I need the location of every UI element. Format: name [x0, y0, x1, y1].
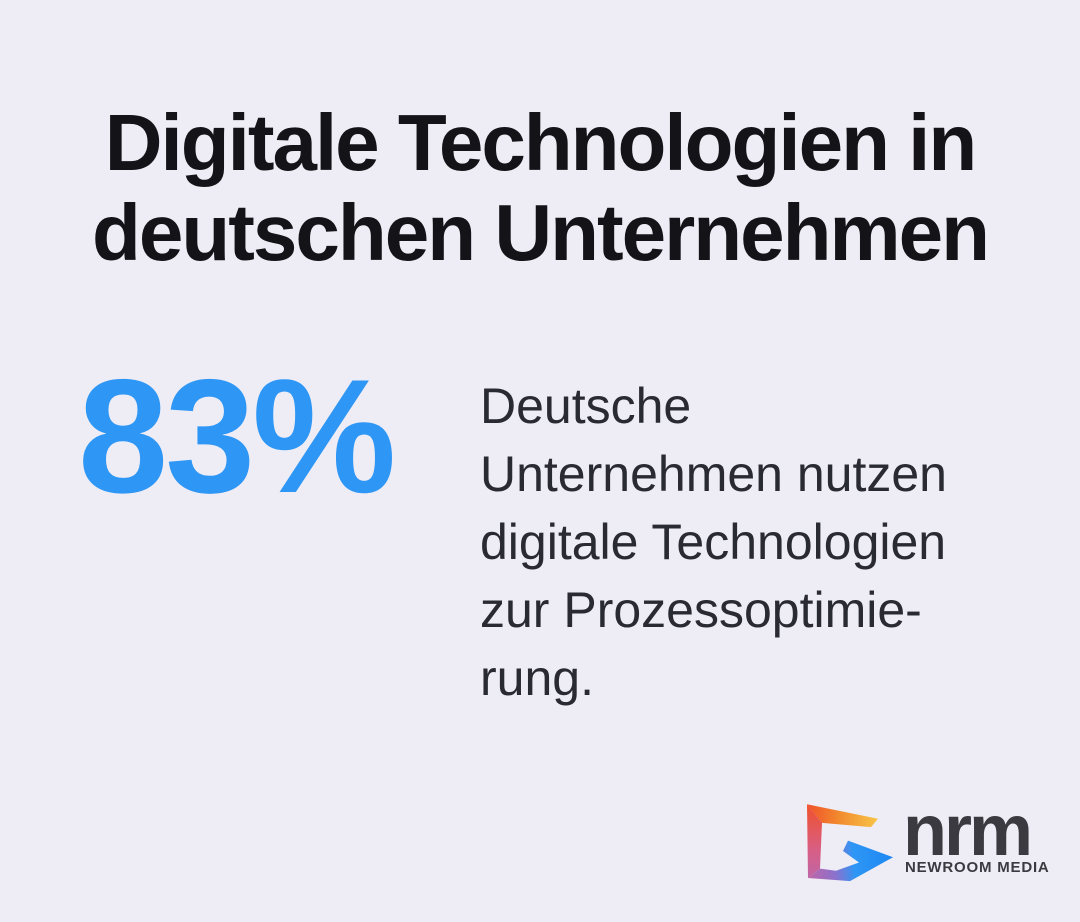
- nrm-logo-icon: [807, 804, 893, 882]
- statistic-description-line: digitale Technologien: [480, 514, 947, 570]
- statistic-description-line: Deutsche: [480, 378, 692, 434]
- statistic-description-line: rung.: [480, 650, 594, 706]
- title-line-2: deutschen Unternehmen: [92, 188, 990, 277]
- logo-left-stroke: [807, 804, 822, 879]
- nrm-logo: nrm NEWROOM MEDIA: [803, 795, 1053, 907]
- logo-subtitle: NEWROOM MEDIA: [905, 859, 1050, 876]
- statistic-description: Deutsche Unternehmen nutzen digitale Tec…: [480, 372, 1000, 712]
- logo-bottom-arrow-stroke: [808, 840, 893, 882]
- title-line-1: Digitale Technologien in: [104, 98, 978, 187]
- statistic-value: 83%: [78, 346, 396, 527]
- logo-top-stroke: [807, 804, 878, 828]
- logo-wordmark: nrm: [903, 791, 1033, 871]
- statistic-description-line: Unternehmen nutzen: [480, 446, 947, 502]
- statistic-description-line: zur Prozessoptimie-: [480, 582, 922, 638]
- page-title: Digitale Technologien in deutschen Unter…: [0, 98, 1080, 278]
